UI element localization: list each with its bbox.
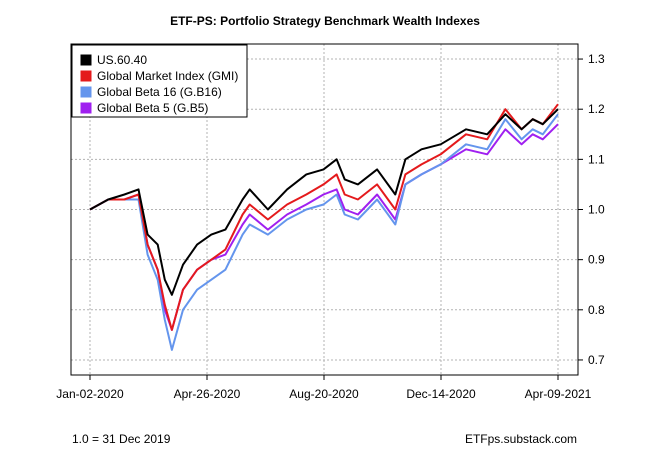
- y-tick-label: 1.2: [588, 102, 605, 116]
- legend-entry-label: Global Beta 5 (G.B5): [97, 101, 208, 115]
- y-tick-label: 1.3: [588, 52, 605, 66]
- series-line-2: [89, 103, 559, 331]
- legend-swatch: [80, 54, 92, 66]
- x-tick-label: Apr-26-2020: [174, 387, 241, 401]
- footer-baseline-note: 1.0 = 31 Dec 2019: [72, 432, 171, 446]
- legend-entry-label: Global Market Index (GMI): [97, 69, 238, 83]
- series-lines: [89, 103, 559, 351]
- legend-swatch: [80, 86, 92, 98]
- footer-source: ETFps.substack.com: [465, 432, 577, 446]
- y-tick-label: 0.8: [588, 303, 605, 317]
- series-line-3: [89, 113, 559, 351]
- y-tick-label: 1.1: [588, 152, 605, 166]
- legend-swatch: [80, 102, 92, 114]
- legend-entry-label: US.60.40: [97, 53, 147, 67]
- y-axis: 0.7 0.8 0.9 1.0 1.1 1.2 1.3: [578, 52, 605, 367]
- series-line-1: [89, 108, 559, 296]
- legend: US.60.40 Global Market Index (GMI) Global …: [71, 44, 248, 118]
- legend-box: [71, 44, 248, 118]
- x-tick-label: Dec-14-2020: [406, 387, 476, 401]
- y-tick-label: 1.0: [588, 203, 605, 217]
- x-tick-label: Aug-20-2020: [289, 387, 359, 401]
- legend-entry-label: Global Beta 16 (G.B16): [97, 85, 222, 99]
- x-tick-label: Apr-09-2021: [525, 387, 592, 401]
- y-tick-label: 0.7: [588, 353, 605, 367]
- x-tick-label: Jan-02-2020: [56, 387, 124, 401]
- chart-title: ETF-PS: Portfolio Strategy Benchmark Wea…: [170, 14, 480, 28]
- y-tick-label: 0.9: [588, 253, 605, 267]
- legend-swatch: [80, 70, 92, 82]
- x-axis: Jan-02-2020 Apr-26-2020 Aug-20-2020 Dec-14-…: [56, 375, 592, 401]
